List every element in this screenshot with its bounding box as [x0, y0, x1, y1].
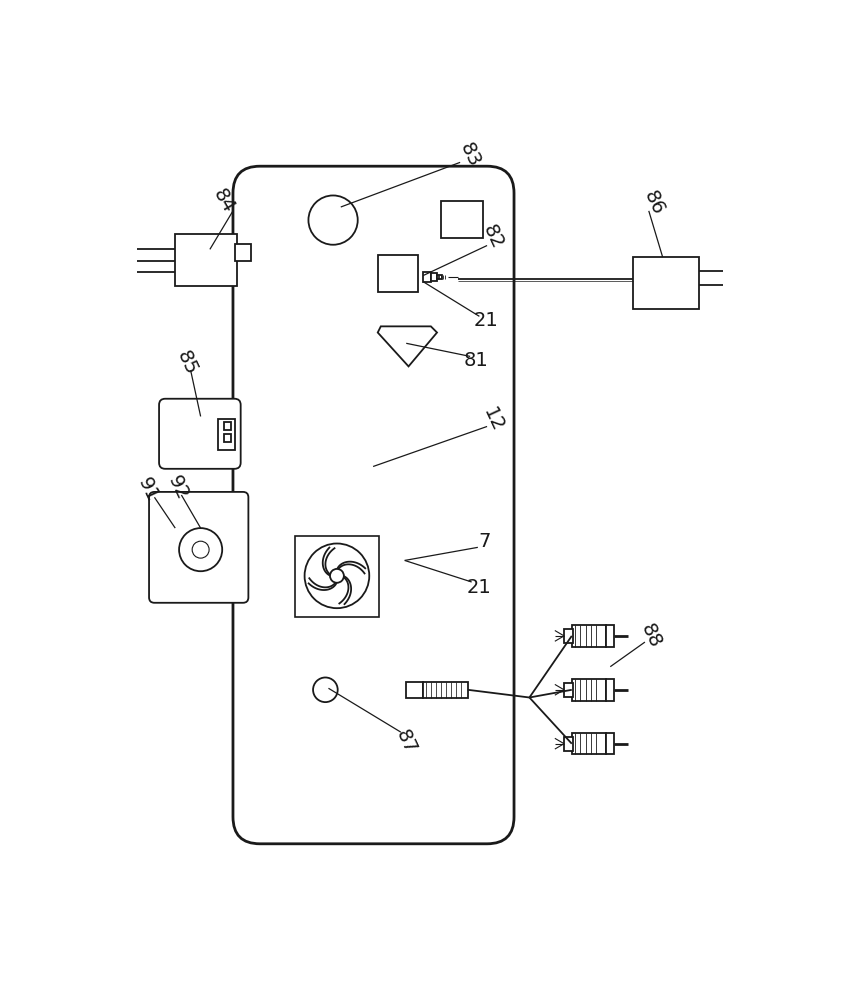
Bar: [406, 682, 423, 698]
FancyBboxPatch shape: [233, 166, 514, 844]
Bar: [176, 234, 237, 286]
Bar: [224, 434, 232, 442]
Bar: [634, 257, 699, 309]
Text: 91: 91: [134, 474, 162, 505]
Bar: [564, 737, 573, 751]
Bar: [606, 679, 614, 701]
Text: 92: 92: [164, 473, 191, 503]
Bar: [572, 679, 606, 701]
Text: 21: 21: [467, 578, 491, 597]
Bar: [423, 682, 468, 698]
Circle shape: [330, 569, 344, 583]
Text: 21: 21: [474, 311, 498, 330]
Bar: [430, 273, 437, 281]
Bar: [437, 275, 442, 279]
Text: 81: 81: [464, 351, 489, 370]
Bar: [294, 536, 380, 617]
Bar: [572, 625, 606, 647]
Bar: [606, 733, 614, 754]
Bar: [564, 629, 573, 643]
Bar: [606, 625, 614, 647]
Circle shape: [192, 541, 209, 558]
Text: 86: 86: [640, 188, 667, 218]
FancyBboxPatch shape: [149, 492, 248, 603]
Bar: [378, 255, 418, 292]
Circle shape: [305, 544, 369, 608]
Bar: [235, 244, 251, 261]
Bar: [572, 733, 606, 754]
Text: 12: 12: [480, 405, 507, 436]
Circle shape: [313, 677, 338, 702]
Text: 7: 7: [479, 532, 491, 551]
Text: 84: 84: [209, 185, 238, 216]
FancyBboxPatch shape: [159, 399, 241, 469]
Bar: [218, 419, 234, 450]
Circle shape: [308, 195, 357, 245]
Text: 83: 83: [456, 139, 484, 170]
Bar: [441, 201, 483, 238]
Text: 82: 82: [480, 222, 507, 252]
Text: 87: 87: [393, 727, 420, 757]
Bar: [224, 422, 232, 430]
Bar: [423, 272, 430, 282]
Bar: [564, 683, 573, 697]
Circle shape: [179, 528, 222, 571]
Text: 88: 88: [637, 621, 665, 651]
Text: 85: 85: [173, 348, 201, 379]
